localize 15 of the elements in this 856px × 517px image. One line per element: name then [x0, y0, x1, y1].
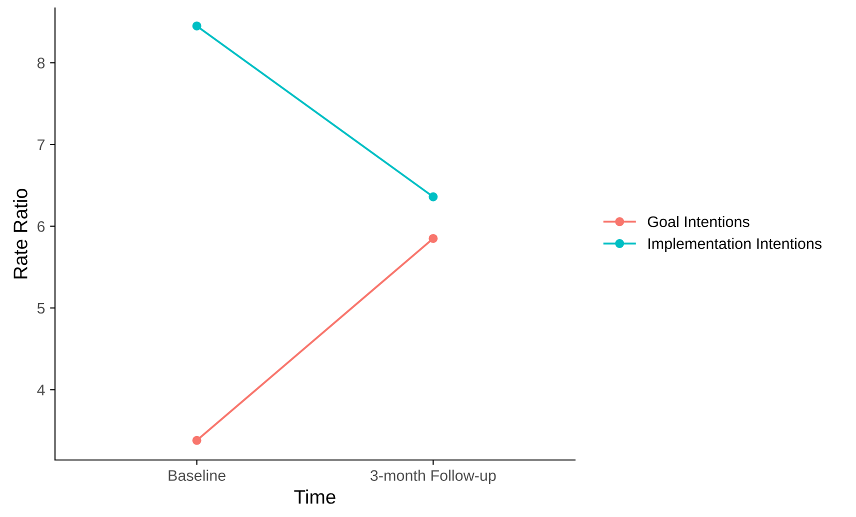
- y-tick-label: 4: [37, 384, 45, 396]
- legend-label: Implementation Intentions: [648, 238, 822, 252]
- y-tick-label: 8: [37, 58, 45, 68]
- y-tick-label: 5: [37, 302, 45, 314]
- y-tick-label: 7: [38, 140, 45, 150]
- point: [192, 21, 202, 30]
- point: [428, 192, 438, 202]
- y-axis-title: Rate Ratio: [13, 188, 28, 278]
- point: [192, 436, 202, 445]
- y-tick-label: 6: [38, 221, 45, 232]
- x-axis-title: Time: [294, 490, 336, 504]
- x-tick-label: 3-month Follow-up: [370, 470, 496, 484]
- legend-label: Goal Intentions: [648, 216, 750, 228]
- point: [428, 234, 438, 244]
- x-tick-label: Baseline: [168, 470, 226, 481]
